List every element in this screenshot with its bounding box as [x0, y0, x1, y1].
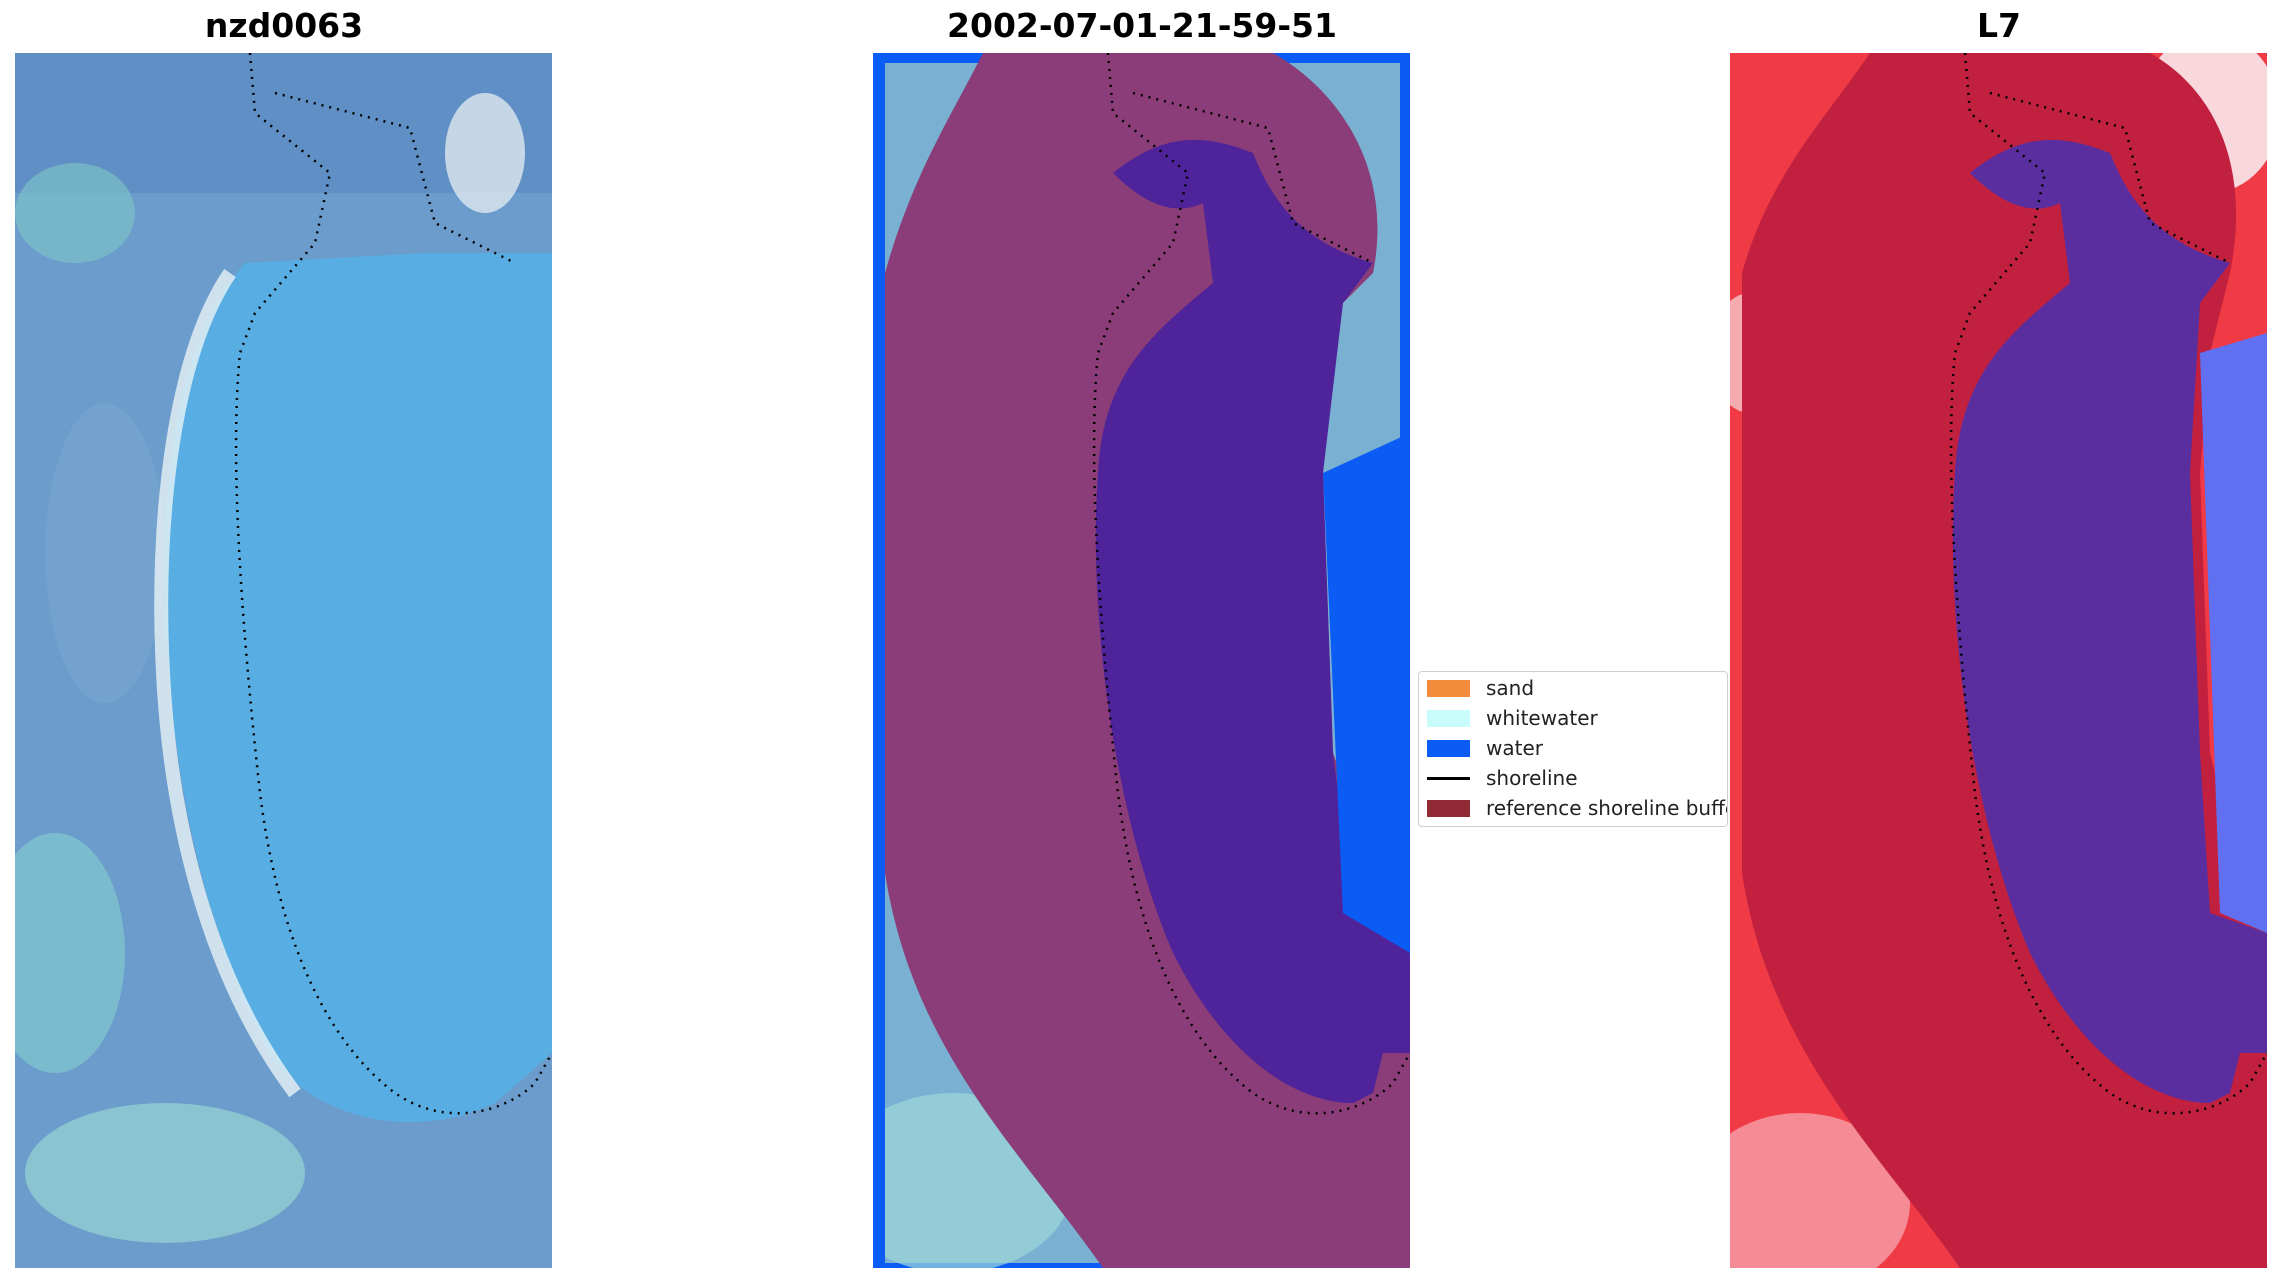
- legend-item-water: water: [1427, 736, 1543, 760]
- title-classified: 2002-07-01-21-59-51: [947, 6, 1337, 45]
- legend-label-reference-buffer: reference shoreline buffer: [1486, 796, 1728, 820]
- legend-item-shoreline: shoreline: [1427, 766, 1578, 790]
- legend-swatch-shoreline: [1427, 776, 1470, 780]
- title-index: L7: [1977, 6, 2021, 45]
- legend-label-whitewater: whitewater: [1486, 706, 1598, 730]
- index-image: [1730, 53, 2267, 1268]
- legend-swatch-water: [1427, 739, 1470, 757]
- legend-label-shoreline: shoreline: [1486, 766, 1578, 790]
- legend-label-sand: sand: [1486, 676, 1535, 700]
- legend-label-water: water: [1486, 736, 1543, 760]
- legend-item-reference-buffer: reference shoreline buffer: [1427, 796, 1728, 820]
- rgb-image: [15, 53, 552, 1268]
- legend-swatch-sand: [1427, 679, 1470, 697]
- index-image-panel: [1730, 53, 2267, 1268]
- classified-image: [873, 53, 1410, 1268]
- classified-image-panel: [873, 53, 1410, 1268]
- legend-item-whitewater: whitewater: [1427, 706, 1598, 730]
- legend: sand whitewater water shoreline referenc…: [1418, 671, 1728, 827]
- legend-swatch-whitewater: [1427, 709, 1470, 727]
- rgb-image-panel: [15, 53, 552, 1268]
- legend-swatch-reference-buffer: [1427, 799, 1470, 817]
- legend-item-sand: sand: [1427, 676, 1534, 700]
- title-rgb: nzd0063: [204, 6, 364, 45]
